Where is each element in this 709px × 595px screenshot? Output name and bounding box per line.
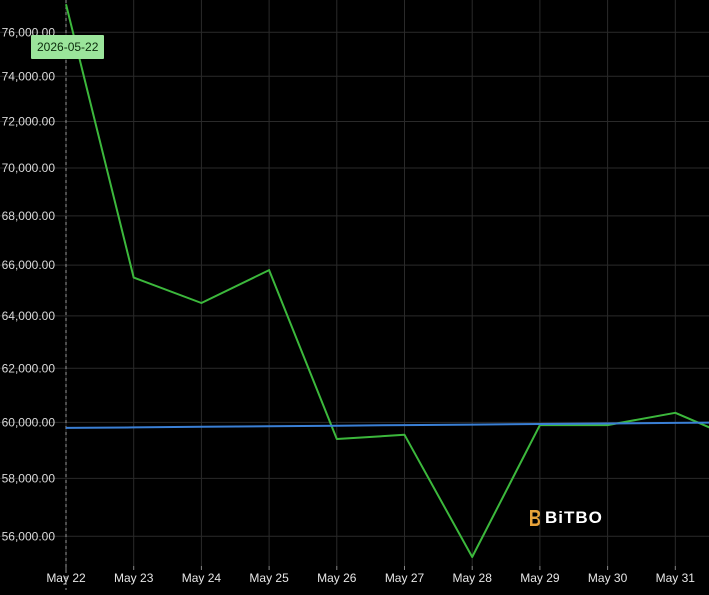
x-tick-label: May 28 bbox=[453, 571, 493, 585]
x-tick-label: May 27 bbox=[385, 571, 425, 585]
y-tick-label: 64,000.00 bbox=[2, 309, 56, 323]
y-tick-label: 62,000.00 bbox=[2, 361, 56, 375]
y-tick-label: 72,000.00 bbox=[2, 114, 56, 128]
x-tick-label: May 24 bbox=[182, 571, 222, 585]
y-tick-label: 60,000.00 bbox=[2, 415, 56, 429]
y-tick-label: 56,000.00 bbox=[2, 529, 56, 543]
bitbo-logo-icon bbox=[530, 510, 540, 526]
y-tick-label: 74,000.00 bbox=[2, 69, 56, 83]
x-tick-label: May 31 bbox=[656, 571, 696, 585]
x-tick-label: May 23 bbox=[114, 571, 154, 585]
x-tick-label: May 25 bbox=[249, 571, 289, 585]
series-line-2 bbox=[65, 421, 709, 429]
x-tick-label: May 26 bbox=[317, 571, 357, 585]
series-line-1 bbox=[65, 4, 709, 558]
bitbo-watermark: BiTBO bbox=[527, 508, 603, 528]
x-tick-label: May 30 bbox=[588, 571, 628, 585]
x-tick-label: May 29 bbox=[520, 571, 560, 585]
watermark-text: BiTBO bbox=[545, 508, 603, 527]
y-tick-label: 66,000.00 bbox=[2, 258, 56, 272]
y-tick-label: 58,000.00 bbox=[2, 471, 56, 485]
y-tick-label: 70,000.00 bbox=[2, 161, 56, 175]
y-tick-label: 68,000.00 bbox=[2, 209, 56, 223]
crosshair-date-label: 2026-05-22 bbox=[31, 35, 105, 59]
